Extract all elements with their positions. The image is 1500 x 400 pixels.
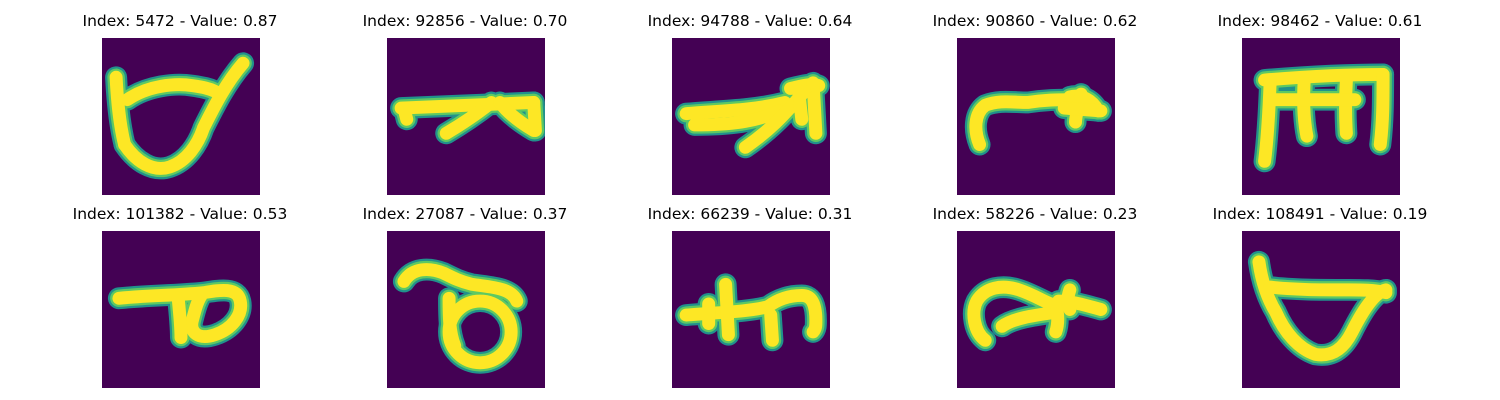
glyph-stroke-layer (109, 56, 250, 175)
panel-1: Index: 5472 - Value: 0.87 (60, 11, 300, 195)
glyph-stroke-layer (1253, 63, 1395, 173)
glyph-svg (390, 91, 545, 145)
panel-title: Index: 101382 - Value: 0.53 (72, 205, 288, 223)
panel-7: Index: 27087 - Value: 0.37 (345, 204, 585, 388)
glyph-svg (105, 52, 255, 180)
panel-title: Index: 5472 - Value: 0.87 (82, 12, 278, 30)
glyph-image (387, 231, 545, 388)
panel-title: Index: 66239 - Value: 0.31 (647, 205, 853, 223)
glyph-svg (1253, 63, 1395, 173)
glyph-stroke-layer (1258, 67, 1390, 168)
panel-5: Index: 98462 - Value: 0.61 (1200, 11, 1440, 195)
glyph-stroke-layer (969, 87, 1108, 151)
glyph-stroke-layer (967, 280, 1108, 347)
glyph-image (102, 38, 260, 195)
glyph-stroke-layer (679, 76, 826, 154)
panel-title: Index: 92856 - Value: 0.70 (362, 12, 568, 30)
glyph-image (957, 38, 1115, 195)
panel-title: Index: 58226 - Value: 0.23 (932, 205, 1138, 223)
glyph-image (102, 231, 260, 388)
panel-title: Index: 90860 - Value: 0.62 (932, 12, 1138, 30)
glyph-svg (392, 258, 528, 374)
glyph-stroke-layer (679, 277, 823, 347)
panel-title: Index: 27087 - Value: 0.37 (362, 205, 568, 223)
panel-title: Index: 98462 - Value: 0.61 (1217, 12, 1423, 30)
panel-4: Index: 90860 - Value: 0.62 (915, 11, 1155, 195)
glyph-image (672, 231, 830, 388)
panel-6: Index: 101382 - Value: 0.53 (60, 204, 300, 388)
glyph-image (957, 231, 1115, 388)
glyph-stroke-layer (394, 96, 542, 140)
panel-9: Index: 58226 - Value: 0.23 (915, 204, 1155, 388)
glyph-stroke-layer (1252, 255, 1393, 362)
glyph-svg (107, 279, 252, 349)
panel-3: Index: 94788 - Value: 0.64 (630, 11, 870, 195)
glyph-image (1242, 231, 1400, 388)
glyph-svg (675, 71, 830, 159)
glyph-svg (675, 273, 827, 352)
glyph-svg (1247, 250, 1397, 366)
panel-title: Index: 94788 - Value: 0.64 (647, 12, 853, 30)
panel-2: Index: 92856 - Value: 0.70 (345, 11, 585, 195)
glyph-image (387, 38, 545, 195)
glyph-stroke-layer (112, 283, 248, 344)
glyph-stroke-layer (397, 263, 524, 370)
glyph-svg (962, 276, 1112, 352)
glyph-svg (964, 83, 1112, 156)
panel-8: Index: 66239 - Value: 0.31 (630, 204, 870, 388)
panel-10: Index: 108491 - Value: 0.19 (1200, 204, 1440, 388)
panel-title: Index: 108491 - Value: 0.19 (1212, 205, 1428, 223)
glyph-image (672, 38, 830, 195)
glyph-image (1242, 38, 1400, 195)
